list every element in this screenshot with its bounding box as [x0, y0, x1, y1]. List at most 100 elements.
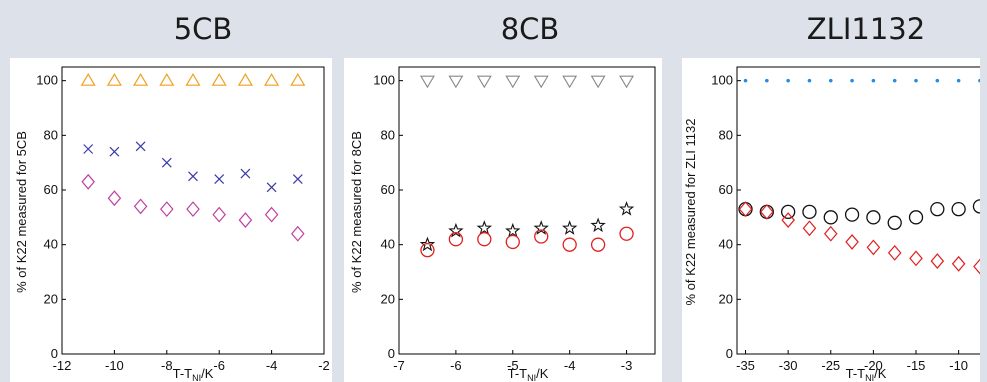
data-series-0: [80, 72, 306, 86]
data-point: [211, 72, 227, 86]
data-point: [619, 226, 634, 241]
panel-background: [10, 58, 332, 382]
data-point: [781, 212, 795, 228]
data-point: [264, 206, 279, 223]
y-tick-label: 0: [388, 346, 395, 361]
x-tick-label: -25: [821, 358, 840, 373]
y-tick-label: 60: [719, 182, 733, 197]
data-point: [534, 229, 549, 244]
data-series-2: [420, 226, 634, 258]
y-tick-label: 40: [719, 237, 733, 252]
data-point: [618, 201, 635, 216]
data-point: [930, 201, 945, 217]
data-point: [871, 78, 876, 83]
data-point: [533, 220, 549, 235]
data-point: [590, 217, 606, 233]
data-point: [80, 72, 96, 86]
panel-5cb: 5CB -12 -10 -8 -6 -4 -2 0 20 40 60 80 100 % of K22…: [10, 12, 332, 382]
data-point: [780, 204, 796, 220]
y-axis-label: % of K22 measured for 8CB: [349, 131, 364, 293]
data-point: [266, 182, 277, 193]
x-tick-label: -6: [450, 358, 462, 373]
data-point: [561, 220, 578, 235]
data-point: [802, 220, 817, 237]
x-tick-label: -5: [507, 358, 519, 373]
data-point: [476, 75, 492, 89]
panel-background: [344, 58, 662, 382]
panel-title: 5CB: [174, 12, 233, 46]
data-point: [81, 173, 95, 190]
x-tick-label: -30: [779, 358, 798, 373]
x-axis-label: T-TNI/K: [508, 366, 549, 382]
data-point: [908, 210, 924, 225]
x-axis-label: T-TNI/K: [173, 366, 214, 382]
x-tick-label: -10: [949, 358, 968, 373]
data-point: [823, 210, 838, 225]
data-point: [214, 174, 225, 184]
data-point: [160, 201, 174, 218]
data-point: [845, 234, 859, 250]
y-tick-label: 60: [381, 182, 395, 197]
data-point: [188, 171, 198, 182]
data-point: [159, 72, 175, 86]
y-tick-label: 80: [44, 127, 58, 142]
data-point: [133, 198, 148, 215]
x-axis-label: T-TNI/K: [846, 366, 887, 382]
data-point: [237, 72, 253, 86]
y-tick-label: 100: [36, 73, 58, 88]
data-point: [909, 250, 923, 267]
data-series-1: [419, 201, 635, 252]
data-point: [505, 234, 520, 250]
data-point: [420, 242, 435, 258]
data-point: [107, 190, 122, 207]
y-axis-label: % of K22 measured for 5CB: [14, 131, 29, 293]
plot-area: [61, 66, 325, 355]
plot-area: [736, 66, 980, 355]
data-point: [448, 75, 464, 89]
data-point: [866, 210, 881, 225]
y-tick-label: 40: [44, 237, 58, 252]
data-point: [238, 212, 253, 228]
data-point: [866, 239, 881, 256]
data-point: [448, 232, 464, 247]
data-point: [802, 204, 817, 220]
data-point: [828, 78, 833, 83]
x-tick-label: -3: [621, 358, 633, 373]
y-tick-label: 80: [381, 127, 395, 142]
y-tick-label: 100: [373, 73, 395, 88]
data-point: [887, 244, 902, 261]
x-tick-label: -12: [53, 358, 72, 373]
x-tick-label: -10: [105, 358, 124, 373]
data-point: [161, 157, 172, 168]
data-series-0: [419, 75, 635, 89]
y-tick-label: 40: [381, 237, 395, 252]
data-point: [135, 141, 146, 152]
data-point: [887, 215, 902, 230]
data-point: [807, 78, 812, 83]
data-point: [978, 78, 980, 83]
data-series-2: [81, 173, 305, 242]
x-tick-label: -2: [318, 358, 330, 373]
data-point: [823, 225, 838, 242]
data-point: [109, 146, 120, 157]
x-tick-label: -4: [266, 358, 278, 373]
panel-8cb: 8CB -7 -6 -5 -4 -3 0 20 40 60 80 100 % of K22 mea…: [344, 12, 662, 382]
data-point: [562, 75, 578, 89]
data-point: [186, 201, 200, 218]
data-series-2: [738, 201, 980, 275]
data-point: [419, 75, 435, 89]
data-point: [562, 237, 577, 252]
data-point: [291, 225, 305, 242]
data-point: [786, 78, 790, 83]
data-point: [590, 237, 606, 252]
data-point: [505, 75, 521, 89]
x-tick-label: -4: [564, 358, 576, 373]
data-point: [83, 144, 94, 154]
panel-title: ZLI1132: [807, 12, 925, 46]
data-point: [292, 174, 303, 184]
x-tick-label: -15: [907, 358, 926, 373]
data-series-1: [83, 141, 303, 193]
plot-area: [398, 66, 656, 355]
panel-title: 8CB: [501, 12, 560, 46]
